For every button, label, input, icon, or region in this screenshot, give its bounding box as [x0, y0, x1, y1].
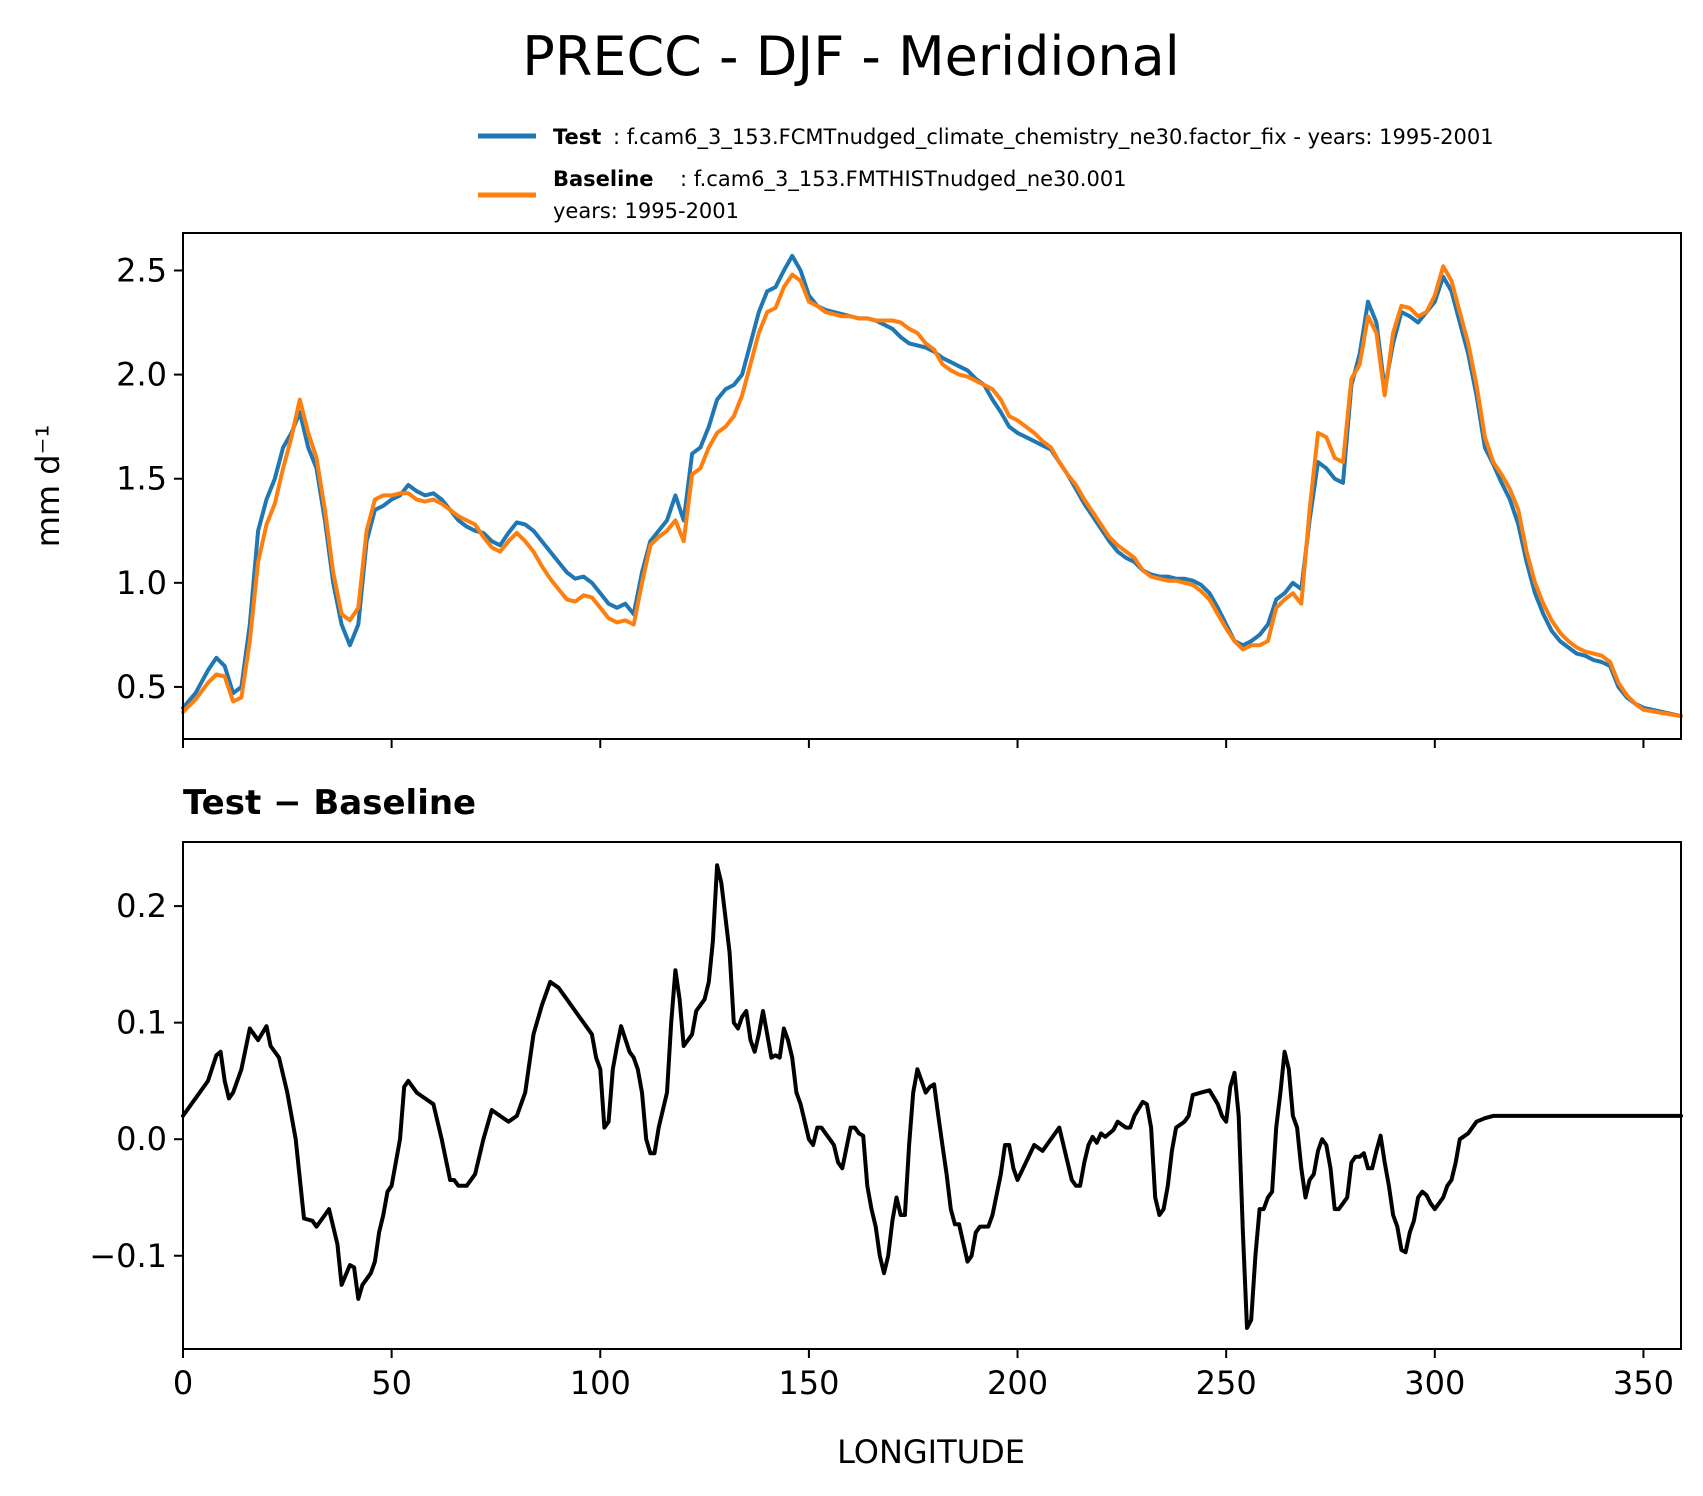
bottom-xtick-label: 50 — [371, 1364, 412, 1402]
top-ylabel: mm d⁻¹ — [29, 425, 67, 548]
bottom-ytick-label: −0.1 — [89, 1237, 167, 1275]
top-ytick-label: 2.5 — [116, 251, 167, 289]
top-lines — [181, 253, 1683, 719]
bottom-xtick-label: 150 — [778, 1364, 839, 1402]
bottom-ytick-label: 0.0 — [116, 1120, 167, 1158]
legend-label-test-bold: Test — [553, 125, 601, 149]
bottom-lines — [181, 863, 1683, 1330]
chart-title: PRECC - DJF - Meridional — [522, 25, 1179, 88]
legend: Test : f.cam6_3_153.FCMTnudged_climate_c… — [478, 125, 1494, 223]
legend-label-test: : f.cam6_3_153.FCMTnudged_climate_chemis… — [613, 125, 1494, 150]
series-line-baseline — [181, 264, 1683, 719]
bottom-title: Test − Baseline — [183, 783, 476, 823]
bottom-axes-frame — [182, 841, 1682, 1350]
legend-label-baseline: : f.cam6_3_153.FMTHISTnudged_ne30.001 — [680, 167, 1127, 192]
bottom-xtick-label: 100 — [570, 1364, 631, 1402]
legend-label-baseline-bold: Baseline — [553, 167, 654, 191]
top-ytick-label: 1.0 — [116, 564, 167, 602]
bottom-ytick-label: 0.1 — [116, 1004, 167, 1042]
top-ytick-label: 0.5 — [116, 668, 167, 706]
x-axis-label: LONGITUDE — [837, 1433, 1025, 1471]
top-axes-frame — [182, 232, 1682, 740]
bottom-ticks: −0.1 0.0 0.1 0.2 0 50 100 150 200 250 300 350 — [89, 887, 1674, 1402]
bottom-xtick-label: 0 — [173, 1364, 193, 1402]
legend-label-baseline-years: years: 1995-2001 — [553, 199, 739, 223]
top-ytick-label: 1.5 — [116, 460, 167, 498]
bottom-panel: Test − Baseline −0.1 0.0 0.1 0.2 0 50 100 150 20… — [89, 783, 1683, 1471]
bottom-ytick-label: 0.2 — [116, 887, 167, 925]
bottom-xtick-label: 250 — [1196, 1364, 1257, 1402]
bottom-xtick-label: 200 — [987, 1364, 1048, 1402]
top-ytick-label: 2.0 — [116, 356, 167, 394]
top-panel: 0.5 1.0 1.5 2.0 2.5 mm d⁻¹ — [29, 232, 1683, 748]
bottom-xtick-label: 300 — [1404, 1364, 1465, 1402]
series-line-test — [181, 253, 1683, 719]
top-ticks: 0.5 1.0 1.5 2.0 2.5 — [116, 251, 1645, 748]
series-line-test-baseline — [181, 863, 1683, 1330]
bottom-xtick-label: 350 — [1613, 1364, 1674, 1402]
